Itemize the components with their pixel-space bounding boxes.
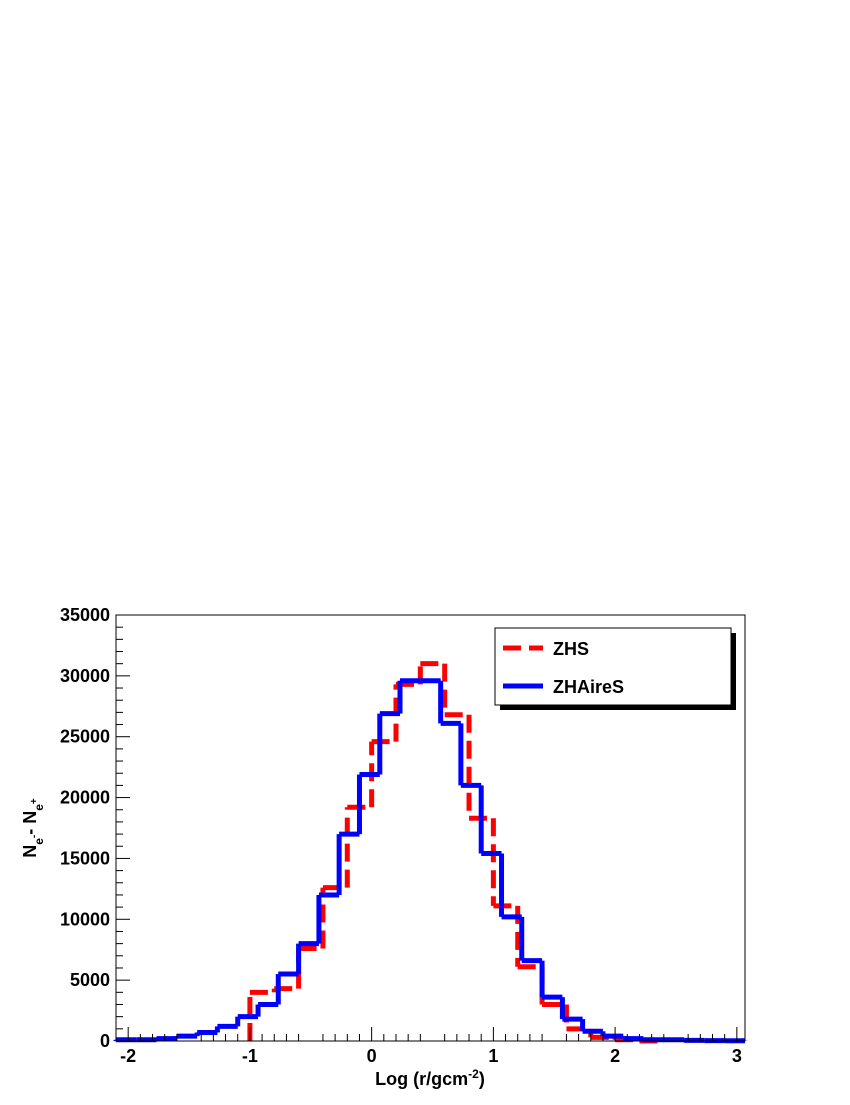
x-tick-label: 2 — [610, 1046, 620, 1066]
legend-label: ZHS — [553, 639, 589, 659]
xlabel-part: Log (r/gcm — [375, 1069, 468, 1089]
x-tick-label: 0 — [367, 1046, 377, 1066]
xlabel-part: -2 — [468, 1067, 479, 1081]
legend-box — [494, 627, 732, 706]
ylabel: Ne-- Ne+ — [20, 798, 46, 858]
y-tick-label: 0 — [100, 1031, 110, 1051]
ylabel-part: e — [32, 838, 46, 845]
legend-label: ZHAireS — [553, 677, 624, 697]
xlabel-part: ) — [479, 1069, 485, 1089]
xlabel: Log (r/gcm-2) — [375, 1067, 485, 1089]
ylabel-part: e — [32, 804, 46, 811]
y-tick-label: 35000 — [60, 605, 110, 625]
x-tick-label: -2 — [120, 1046, 136, 1066]
ylabel-part: - — [29, 835, 40, 838]
x-tick-label: 3 — [732, 1046, 742, 1066]
y-tick-label: 15000 — [60, 848, 110, 868]
y-tick-label: 5000 — [70, 970, 110, 990]
y-tick-label: 20000 — [60, 788, 110, 808]
x-tick-label: -1 — [242, 1046, 258, 1066]
ylabel-part: N — [20, 845, 40, 858]
ylabel-part: + — [29, 798, 40, 804]
x-tick-label: 1 — [488, 1046, 498, 1066]
y-tick-label: 10000 — [60, 909, 110, 929]
y-tick-label: 25000 — [60, 727, 110, 747]
ylabel-part: - N — [20, 811, 40, 835]
plot-frame — [115, 614, 746, 1042]
y-tick-label: 30000 — [60, 666, 110, 686]
